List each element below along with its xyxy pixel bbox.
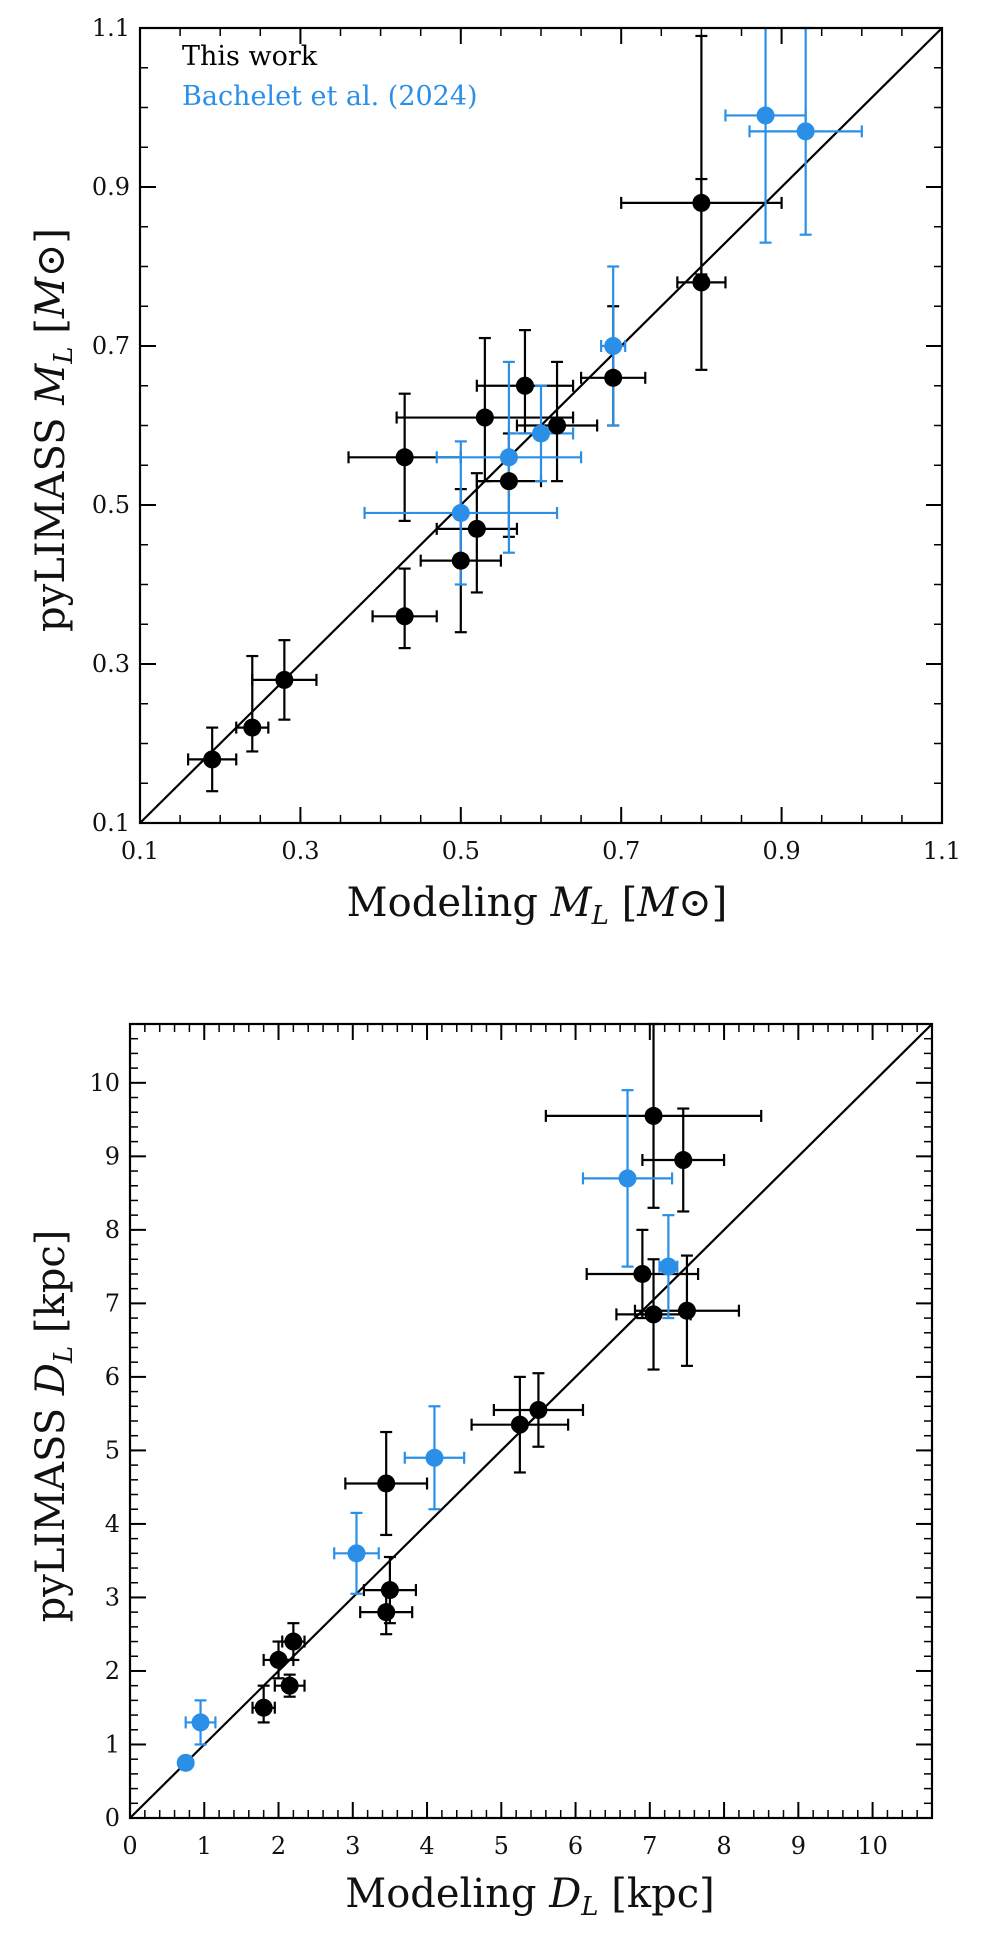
mass-plot-frame [138, 26, 944, 825]
data-point [618, 1169, 637, 1188]
data-point [284, 1632, 303, 1651]
data-point [395, 448, 414, 467]
distance-error-bars [184, 1022, 763, 1746]
distance-panel: 0 1 2 3 4 5 6 7 8 9 10 0 1 2 3 4 5 6 7 8 9 10 Modeling DL [k… [28, 1022, 934, 1922]
distance-y-tick-labels: 0 1 2 3 4 5 6 7 8 9 10 [89, 1069, 120, 1832]
y-tick-label: 0.3 [92, 650, 130, 678]
legend-this-work: This work [182, 41, 318, 72]
data-point [243, 718, 262, 737]
data-point [377, 1603, 396, 1622]
y-tick-label: 0.7 [92, 332, 130, 360]
data-point [604, 368, 623, 387]
data-point [254, 1698, 273, 1717]
x-tick-label: 9 [791, 1832, 806, 1860]
data-point [203, 750, 222, 769]
y-tick-label: 0 [105, 1804, 120, 1832]
x-tick-label: 0.9 [763, 837, 801, 865]
data-point [499, 448, 518, 467]
legend: This work Bachelet et al. (2024) [182, 41, 478, 112]
data-point [475, 408, 494, 427]
y-tick-label: 9 [105, 1142, 120, 1170]
data-point [756, 106, 775, 125]
x-tick-label: 4 [419, 1832, 434, 1860]
data-point [425, 1448, 444, 1467]
x-tick-label: 7 [642, 1832, 657, 1860]
mass-y-tick-labels: 0.1 0.3 0.5 0.7 0.9 1.1 [92, 14, 130, 837]
y-tick-label: 5 [105, 1436, 120, 1464]
data-point [347, 1544, 366, 1563]
distance-plot-frame [128, 1022, 934, 1820]
data-point [395, 607, 414, 626]
data-point [280, 1676, 299, 1695]
data-point [380, 1581, 399, 1600]
data-point [796, 122, 815, 141]
distance-y-axis-label: pyLIMASS DL [kpc] [28, 1230, 79, 1623]
y-tick-label: 1.1 [92, 14, 130, 42]
x-tick-label: 1.1 [923, 837, 961, 865]
distance-x-tick-labels: 0 1 2 3 4 5 6 7 8 9 10 [122, 1832, 888, 1860]
x-tick-label: 10 [857, 1832, 888, 1860]
distance-one-to-one-line [129, 1023, 933, 1819]
data-point [692, 193, 711, 212]
data-point [451, 551, 470, 570]
x-tick-label: 3 [345, 1832, 360, 1860]
y-tick-label: 0.1 [92, 809, 130, 837]
distance-data-points [176, 1106, 696, 1772]
data-point [377, 1474, 396, 1493]
x-tick-label: 0.3 [281, 837, 319, 865]
y-tick-label: 8 [105, 1216, 120, 1244]
data-point [269, 1650, 288, 1669]
y-tick-label: 7 [105, 1289, 120, 1317]
data-point [467, 519, 486, 538]
mass-data-points [203, 106, 815, 769]
data-point [532, 424, 550, 443]
y-tick-label: 1 [105, 1730, 120, 1758]
mass-panel: 0.1 0.3 0.5 0.7 0.9 1.1 0.1 0.3 0.5 0.7 0.9 1.1 Th… [28, 14, 961, 931]
x-tick-label: 2 [271, 1832, 286, 1860]
data-point [604, 337, 623, 355]
data-point [644, 1305, 663, 1324]
data-point [692, 273, 711, 292]
data-point [674, 1151, 693, 1170]
data-point [677, 1301, 696, 1320]
legend-bachelet: Bachelet et al. (2024) [182, 81, 478, 112]
data-point [176, 1753, 195, 1772]
x-tick-label: 8 [716, 1832, 731, 1860]
x-tick-label: 1 [197, 1832, 212, 1860]
mass-x-axis-label: Modeling ML [M⊙] [347, 880, 728, 931]
data-point [515, 376, 534, 395]
y-tick-label: 0.5 [92, 491, 130, 519]
mass-x-tick-labels: 0.1 0.3 0.5 0.7 0.9 1.1 [121, 837, 961, 865]
data-point [510, 1415, 529, 1434]
data-point [529, 1400, 548, 1419]
data-point [633, 1264, 652, 1283]
y-tick-label: 4 [105, 1510, 120, 1538]
y-tick-label: 0.9 [92, 173, 130, 201]
x-tick-label: 0 [122, 1832, 137, 1860]
distance-x-axis-label: Modeling DL [kpc] [345, 1871, 715, 1922]
data-point [275, 670, 294, 689]
x-tick-label: 6 [568, 1832, 583, 1860]
data-point [191, 1713, 210, 1732]
data-point [659, 1257, 678, 1276]
data-point [451, 503, 470, 522]
data-point [548, 416, 567, 435]
y-tick-label: 3 [105, 1583, 120, 1611]
x-tick-label: 0.7 [602, 837, 640, 865]
data-point [644, 1106, 663, 1125]
x-tick-label: 0.1 [121, 837, 159, 865]
x-tick-label: 5 [494, 1832, 509, 1860]
data-point [499, 472, 518, 491]
x-tick-label: 0.5 [442, 837, 480, 865]
mass-y-axis-label: pyLIMASS ML [M⊙] [28, 228, 79, 632]
y-tick-label: 6 [105, 1363, 120, 1391]
y-tick-label: 2 [105, 1657, 120, 1685]
y-tick-label: 10 [89, 1069, 120, 1097]
